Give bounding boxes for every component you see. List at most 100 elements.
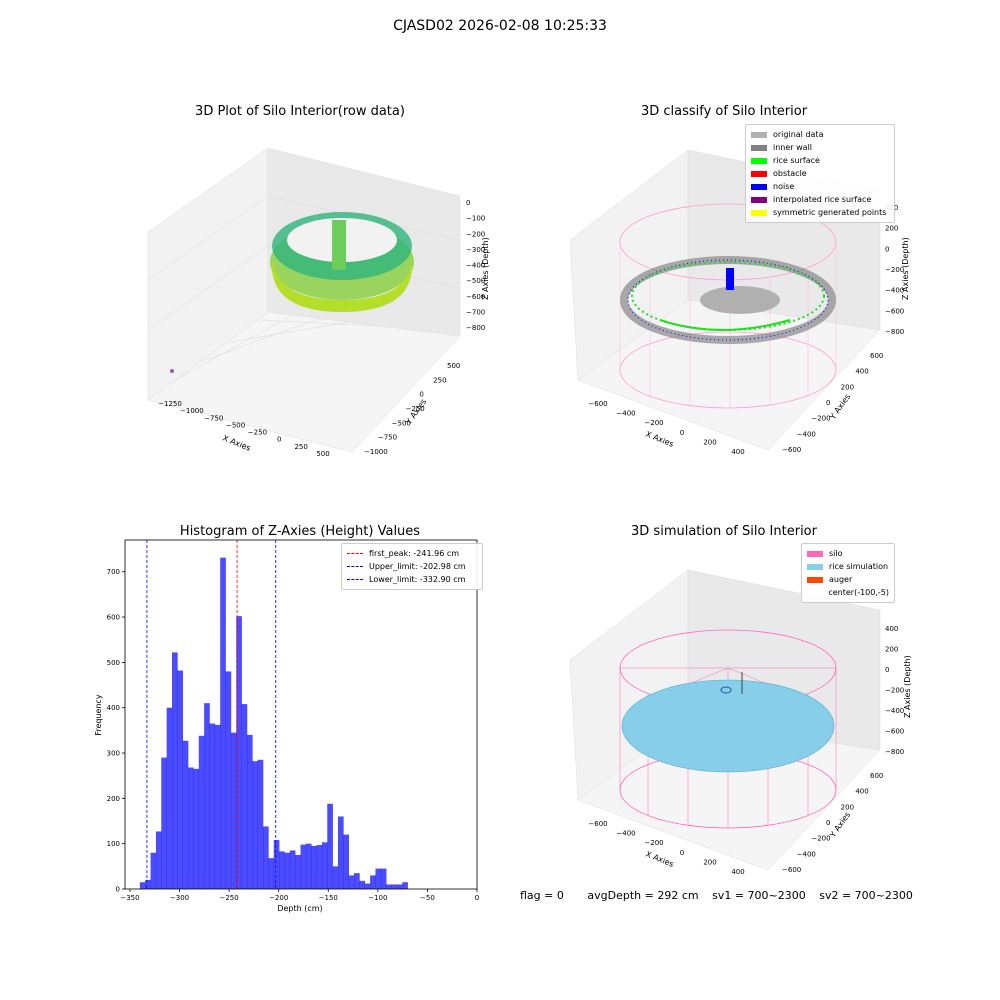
histogram-bar xyxy=(230,732,237,889)
classify-y-tick: 0 xyxy=(826,399,830,407)
outlier-point xyxy=(170,369,174,373)
legend-swatch xyxy=(807,590,822,596)
histogram-bar xyxy=(386,884,392,889)
histogram-bar xyxy=(161,757,167,889)
sim-z-tick: −400 xyxy=(885,707,904,715)
histogram-bar xyxy=(396,884,403,889)
legend-entry: symmetric generated points xyxy=(751,206,889,219)
classify-y-tick: −200 xyxy=(811,415,830,423)
histogram-bar xyxy=(166,707,173,889)
legend-line xyxy=(347,566,363,567)
sim-y-label: Y Axies xyxy=(828,810,853,840)
legend-entry: rice simulation xyxy=(807,560,889,573)
histogram-bar xyxy=(241,704,248,889)
classify-x-tick: −200 xyxy=(644,419,663,427)
simulation-panel-title: 3D simulation of Silo Interior xyxy=(631,524,817,539)
sim-y-tick: −200 xyxy=(811,835,830,843)
classify-x-tick: −400 xyxy=(616,410,635,418)
histogram-bar xyxy=(257,759,264,889)
hist-x-tick-label: −100 xyxy=(368,894,387,902)
histogram-bar xyxy=(193,768,200,889)
histogram-bar xyxy=(214,724,221,889)
sim-z-label: Z Axies (Depth) xyxy=(903,655,912,718)
hist-x-tick-label: 0 xyxy=(475,894,479,902)
classify-y-tick: 600 xyxy=(870,352,883,360)
raw-x-tick: 0 xyxy=(277,436,281,444)
raw-x-tick: −750 xyxy=(204,414,223,422)
legend-entry: obstacle xyxy=(751,167,889,180)
histogram-bar xyxy=(380,868,387,889)
hist-y-tick-label: 600 xyxy=(107,614,120,622)
histogram-bar xyxy=(348,875,355,889)
legend-entry: interpolated rice surface xyxy=(751,193,889,206)
sim-y-tick: 0 xyxy=(826,819,830,827)
flag-value: flag = 0 xyxy=(520,889,564,902)
histogram-bar xyxy=(268,858,275,889)
simulation-axis-ticks: −600−400−20002004006004002000−200−400−60… xyxy=(588,625,904,876)
status-line: flag = 0 avgDepth = 292 cm sv1 = 700~230… xyxy=(520,889,923,902)
sv2-value: sv2 = 700~2300 xyxy=(819,889,913,902)
classify-x-label: X Axies xyxy=(644,430,675,449)
histogram-bar xyxy=(139,882,146,889)
classify-z-tick: −600 xyxy=(885,307,904,315)
legend-line xyxy=(347,553,363,554)
raw-axis-ticks: −1250−1000−750−500−25002505005002500−250… xyxy=(158,199,485,458)
raw-z-tick: −500 xyxy=(466,277,485,285)
legend-swatch xyxy=(751,157,767,164)
raw-z-tick: −100 xyxy=(466,215,485,223)
histogram-bar xyxy=(236,616,242,889)
avg-depth-value: avgDepth = 292 cm xyxy=(587,889,699,902)
legend-entry: rice surface xyxy=(751,154,889,167)
histogram-bar xyxy=(273,840,280,889)
histogram-bar xyxy=(155,831,162,889)
legend-swatch xyxy=(807,550,823,557)
histogram-bar xyxy=(284,852,291,889)
legend-swatch xyxy=(751,144,767,151)
histogram-bar xyxy=(188,767,194,889)
sim-z-tick: 0 xyxy=(885,666,889,674)
histogram-bar xyxy=(337,816,344,889)
histogram-bar xyxy=(391,884,398,889)
legend-entry: Upper_limit: -202.98 cm xyxy=(347,560,477,573)
raw-y-tick: −1000 xyxy=(364,448,388,456)
raw-y-tick: 500 xyxy=(447,362,460,370)
sim-y-tick: −600 xyxy=(782,866,801,874)
classify-y-tick: 200 xyxy=(841,383,854,391)
figure-title: CJASD02 2026-02-08 10:25:33 xyxy=(393,18,607,34)
classify-x-tick: 200 xyxy=(703,438,716,446)
sim-z-tick: 200 xyxy=(885,646,898,654)
histogram-bar xyxy=(209,723,216,889)
histogram-bar xyxy=(289,850,296,889)
hist-y-tick-label: 400 xyxy=(107,704,120,712)
histogram-bar xyxy=(364,883,371,889)
histogram-bar xyxy=(263,826,269,889)
raw-z-tick: −400 xyxy=(466,262,485,270)
raw-x-tick: 250 xyxy=(294,443,307,451)
hist-x-tick-label: −300 xyxy=(170,894,189,902)
histogram-bar xyxy=(375,868,382,889)
sim-y-tick: 200 xyxy=(841,803,854,811)
legend-line xyxy=(347,579,363,580)
histogram-bar xyxy=(332,866,339,889)
sim-x-tick: 400 xyxy=(731,868,744,876)
classify-z-tick: 0 xyxy=(885,245,889,253)
histogram-bar xyxy=(198,735,205,889)
histogram-bar xyxy=(145,879,151,889)
hist-y-tick-label: 200 xyxy=(107,795,120,803)
classify-y-tick: −600 xyxy=(782,446,801,454)
classify-x-tick: −600 xyxy=(588,400,607,408)
histogram-panel-title: Histogram of Z-Axies (Height) Values xyxy=(179,524,421,539)
sim-y-tick: 600 xyxy=(870,772,883,780)
classify-panel-title: 3D classify of Silo Interior xyxy=(640,104,808,119)
legend-entry: center(-100,-5) xyxy=(807,586,889,599)
histogram-bar xyxy=(150,852,157,889)
histogram-bar xyxy=(359,880,366,889)
classify-3d-axes xyxy=(569,149,881,451)
histogram-bar xyxy=(305,843,312,889)
histogram-bar xyxy=(252,761,258,889)
raw-x-tick: −1000 xyxy=(180,407,204,415)
sim-z-tick: −800 xyxy=(885,748,904,756)
hist-x-tick-label: −150 xyxy=(319,894,338,902)
classify-z-tick: −200 xyxy=(885,266,904,274)
